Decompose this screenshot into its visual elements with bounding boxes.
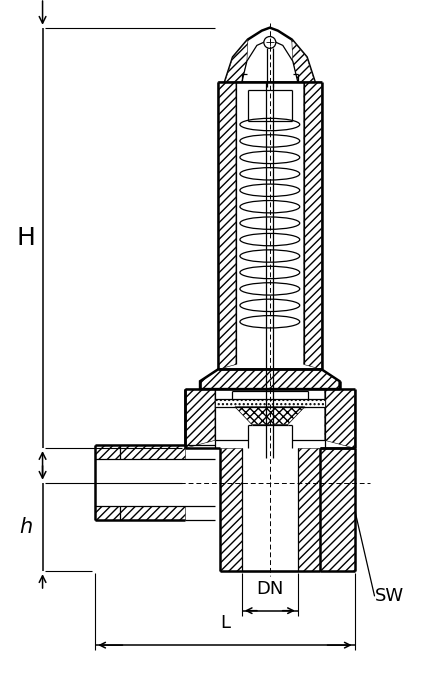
- Text: SW: SW: [375, 587, 404, 605]
- Text: L: L: [220, 615, 230, 632]
- Polygon shape: [95, 445, 120, 459]
- Text: h: h: [19, 517, 32, 537]
- Polygon shape: [320, 448, 354, 571]
- Polygon shape: [95, 506, 120, 520]
- Polygon shape: [120, 506, 185, 520]
- Text: H: H: [16, 226, 35, 250]
- Polygon shape: [120, 445, 185, 459]
- Polygon shape: [225, 39, 248, 82]
- Polygon shape: [298, 448, 320, 571]
- Polygon shape: [325, 389, 354, 448]
- Polygon shape: [235, 407, 305, 424]
- Polygon shape: [292, 39, 315, 82]
- Circle shape: [264, 36, 276, 48]
- Text: DN: DN: [256, 580, 283, 598]
- Polygon shape: [215, 399, 325, 407]
- Polygon shape: [225, 28, 315, 82]
- Polygon shape: [220, 448, 242, 571]
- Polygon shape: [218, 82, 236, 370]
- Polygon shape: [304, 82, 322, 370]
- Polygon shape: [242, 39, 298, 82]
- Polygon shape: [200, 370, 340, 389]
- Polygon shape: [185, 389, 215, 448]
